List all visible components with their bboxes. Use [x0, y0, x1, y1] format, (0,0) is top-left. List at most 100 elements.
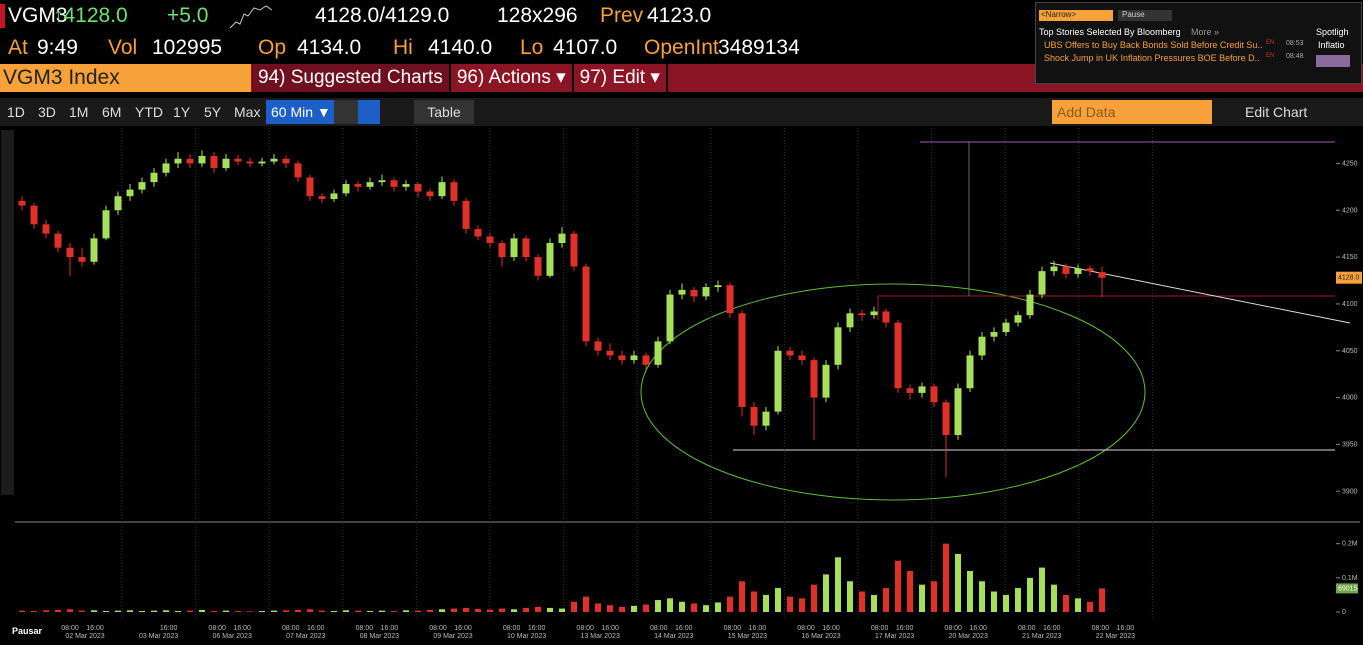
- volume-bar: [235, 610, 241, 612]
- x-time-label: 08:00: [724, 625, 742, 632]
- y-tick-label: 4200: [1342, 207, 1358, 214]
- candle-body: [474, 228, 482, 237]
- hi-label: Hi: [393, 36, 413, 59]
- volume-bar: [55, 609, 61, 612]
- bar-icon[interactable]: [358, 100, 380, 124]
- x-time-label: 16:00: [675, 625, 693, 632]
- candle-body: [522, 238, 530, 258]
- volume-bar: [451, 608, 457, 612]
- candle-body: [66, 247, 74, 258]
- candle-body: [1014, 315, 1022, 323]
- x-date-label: 22 Mar 2023: [1096, 633, 1135, 640]
- range-button[interactable]: 5Y: [204, 104, 222, 120]
- volume-bar: [307, 609, 313, 612]
- volume-bar: [19, 610, 25, 612]
- news-pause[interactable]: Pause: [1118, 10, 1172, 21]
- at: 9:49: [37, 36, 78, 59]
- menu-item[interactable]: 96) Actions ▾: [450, 64, 574, 92]
- y-tick-label: 3950: [1342, 441, 1358, 448]
- trend-line: [1049, 262, 1351, 324]
- candle-body: [594, 341, 602, 351]
- volume-bar: [91, 610, 97, 612]
- edit-chart[interactable]: Edit Chart: [1245, 104, 1308, 120]
- volume-bar: [319, 610, 325, 612]
- news-more[interactable]: More »: [1191, 27, 1220, 37]
- candle-body: [354, 184, 362, 187]
- volume-bar: [559, 608, 565, 612]
- volume-bar: [859, 591, 865, 612]
- x-date-label: 14 Mar 2023: [654, 633, 693, 640]
- candle-body: [294, 163, 302, 178]
- volume-bar: [643, 604, 649, 612]
- add-data[interactable]: Add Data: [1052, 100, 1212, 124]
- candle-body: [894, 322, 902, 389]
- candle-body: [798, 355, 806, 361]
- range-button[interactable]: 1Y: [173, 104, 191, 120]
- x-time-label: 16:00: [160, 625, 178, 632]
- candle-body: [150, 172, 158, 183]
- y-tick-label: 4100: [1342, 301, 1358, 308]
- volume-tag-bg: [1336, 583, 1358, 594]
- x-date-label: 20 Mar 2023: [949, 633, 988, 640]
- volume-tag: 69015: [1338, 585, 1358, 592]
- x-time-label: 08:00: [429, 625, 447, 632]
- range-button[interactable]: 1D: [7, 104, 25, 120]
- volume-bar: [595, 603, 601, 612]
- x-time-label: 08:00: [1092, 625, 1110, 632]
- volume-bar: [487, 609, 493, 612]
- x-date-label: 03 Mar 2023: [139, 633, 178, 640]
- candle-body: [78, 257, 86, 262]
- vol-label: Vol: [108, 36, 138, 59]
- menu-item[interactable]: 94) Suggested Charts: [252, 64, 451, 92]
- volume-bar: [715, 602, 721, 612]
- security[interactable]: VGM3 Index: [0, 64, 251, 92]
- news-headline[interactable]: Shock Jump in UK Inflation Pressures BOE…: [1044, 53, 1260, 63]
- volume-bar: [787, 596, 793, 612]
- vol: 102995: [152, 36, 223, 59]
- candle-body: [306, 177, 314, 197]
- candle-body: [858, 313, 866, 316]
- candle-body: [330, 193, 338, 200]
- line-icon[interactable]: [334, 100, 362, 124]
- interval[interactable]: 60 Min ▼: [266, 100, 336, 124]
- candle-body: [942, 402, 950, 436]
- candle-body: [426, 191, 434, 197]
- range-button[interactable]: 3D: [38, 104, 56, 120]
- volume-bar: [883, 588, 889, 612]
- volume-bar: [775, 588, 781, 612]
- volume-bar: [283, 610, 289, 612]
- candle-body: [726, 285, 734, 314]
- range-button[interactable]: YTD: [135, 104, 163, 120]
- x-date-label: 02 Mar 2023: [65, 633, 104, 640]
- candle-body: [402, 184, 410, 187]
- x-time-label: 08:00: [356, 625, 374, 632]
- x-date-label: 15 Mar 2023: [728, 633, 767, 640]
- news-headline[interactable]: UBS Offers to Buy Back Bonds Sold Before…: [1044, 40, 1263, 50]
- range-button[interactable]: 1M: [69, 104, 89, 120]
- range-button[interactable]: Max: [234, 104, 261, 120]
- y-tick-label: 4150: [1342, 254, 1358, 261]
- y-tick-label: 3900: [1342, 488, 1358, 495]
- prev-label: Prev: [600, 4, 644, 27]
- volume-tick-label: 0: [1342, 609, 1346, 616]
- volume-bar: [1099, 588, 1105, 612]
- volume-bar: [871, 594, 877, 612]
- news-time: 08:53: [1286, 40, 1304, 47]
- news-panel: <Narrow> Pause Top Stories Selected By B…: [1035, 2, 1362, 84]
- table-button[interactable]: Table: [414, 100, 474, 124]
- candle-body: [630, 355, 638, 361]
- candle-body: [114, 196, 122, 211]
- ticker: VGM3: [8, 4, 68, 27]
- volume-bar: [499, 608, 505, 612]
- range-button[interactable]: 6M: [102, 104, 122, 120]
- candle-body: [810, 360, 818, 398]
- volume-bar: [439, 609, 445, 612]
- news-search[interactable]: <Narrow>: [1039, 10, 1113, 21]
- candle-body: [654, 341, 662, 365]
- ticker-flag: [0, 4, 5, 28]
- volume-bar: [979, 581, 985, 612]
- menu-item[interactable]: 97) Edit ▾: [573, 64, 668, 92]
- x-time-label: 08:00: [1018, 625, 1036, 632]
- candle-body: [42, 224, 50, 234]
- volume-bar: [31, 610, 37, 612]
